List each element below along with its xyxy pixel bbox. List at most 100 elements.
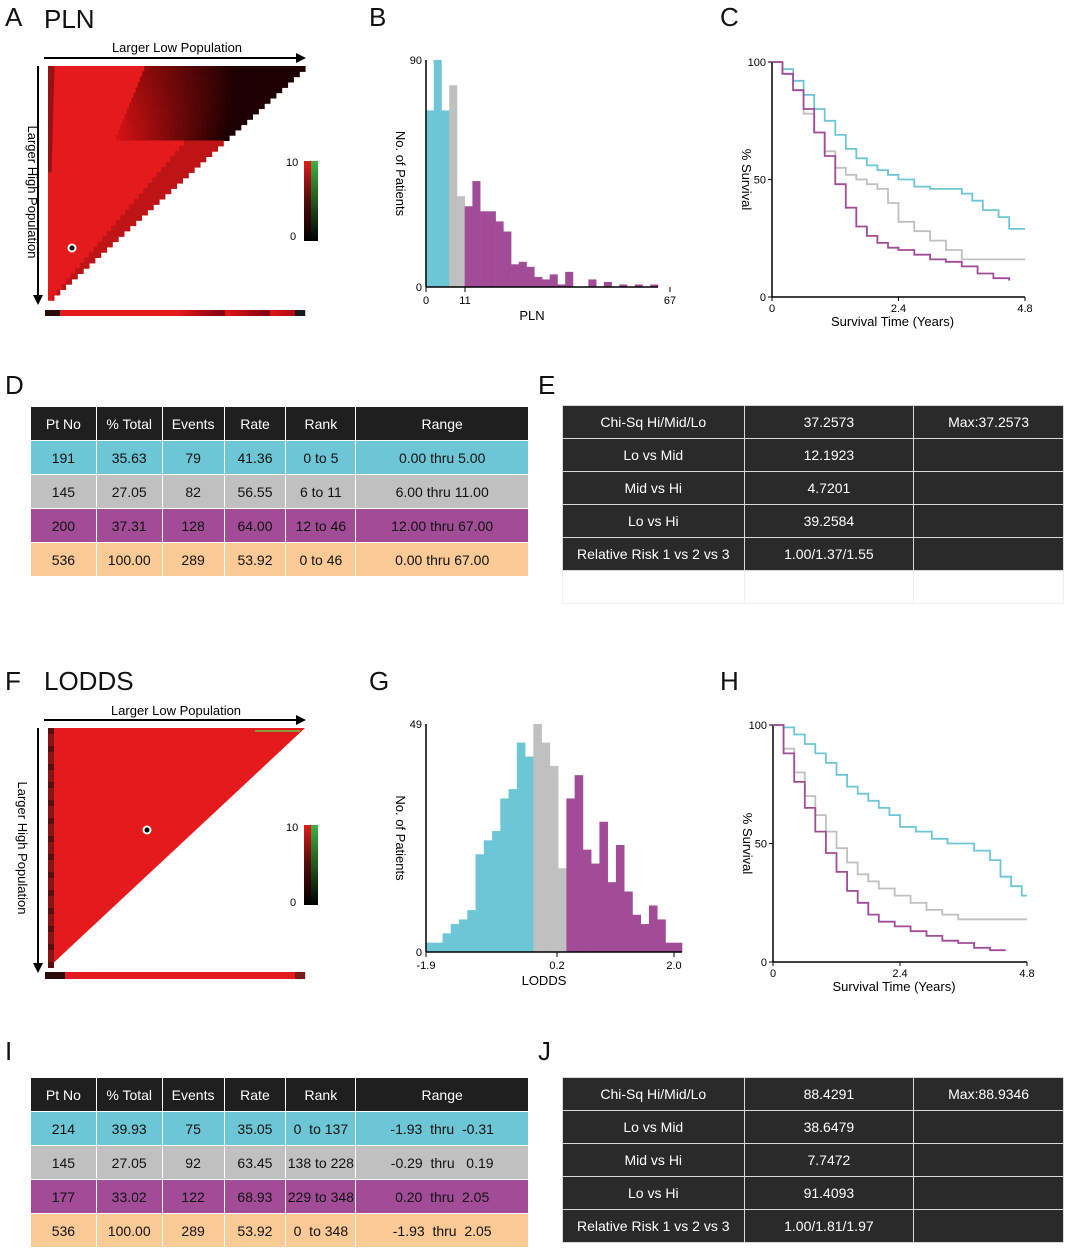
pln-heat-cell <box>55 214 58 221</box>
pln-bar <box>650 284 659 287</box>
lodds-table-cell: -1.93 thru 2.05 <box>355 1213 529 1248</box>
pln-heat-cell <box>94 188 98 195</box>
pln-heat-cell <box>94 252 96 258</box>
pln-heat-cell <box>59 252 62 258</box>
lodds-strip-cell <box>230 972 236 979</box>
pln-heat-cell <box>161 71 168 78</box>
pln-heat-cell <box>206 119 213 126</box>
pln-heat-cell <box>48 87 55 94</box>
pln-heat-cell <box>52 262 54 269</box>
pln-heat-cell <box>161 188 166 195</box>
lodds-table-row: 177 33.02 122 68.93 229 to 348 0.20 thru 2.05 <box>30 1179 529 1214</box>
pln-heat-cell <box>78 214 82 221</box>
pln-heat-cell <box>70 278 72 285</box>
pln-heat-cell <box>107 119 114 126</box>
pln-heat-cell <box>60 66 68 72</box>
pln-heat-cell <box>178 124 184 131</box>
pln-heat-cell <box>227 82 235 88</box>
pln-heat-cell <box>236 97 243 104</box>
pln-heat-cell <box>106 193 110 200</box>
pln-heat-cell <box>50 252 53 258</box>
lodds-bar <box>516 742 526 952</box>
pln-heat-cell <box>157 167 162 173</box>
pln-heat-cell <box>136 188 141 195</box>
pln-heat-cell <box>214 97 221 104</box>
pln-heat-cell <box>184 108 191 115</box>
pln-heat-cell <box>182 151 188 157</box>
pln-heat-cell <box>48 268 50 274</box>
pln-heat-cell <box>237 113 243 120</box>
lodds-heat-edge-cell <box>48 860 54 866</box>
lodds-heat-edge-cell <box>48 896 54 902</box>
pln-heat-cell <box>95 225 98 232</box>
pln-heat-cell <box>51 156 57 163</box>
pln-heat-cell <box>109 151 114 157</box>
pln-heat-cell <box>86 246 89 253</box>
pln-heat-cell <box>49 241 52 248</box>
pln-heat-cell <box>76 252 79 258</box>
pln-heat-cell <box>255 71 263 78</box>
pln-heat-cell <box>143 135 149 141</box>
pln-heat-cell <box>99 92 106 99</box>
pln-heat-cell <box>104 220 108 227</box>
pln-table-cell: 35.63 <box>95 440 163 475</box>
pln-heat-cell <box>86 66 94 72</box>
pln-side-label: Larger High Population <box>25 126 40 259</box>
pln-heat-cell <box>164 188 169 195</box>
pln-heat-cell <box>64 97 71 104</box>
pln-heat-cell <box>91 177 96 184</box>
pln-heat-cell <box>167 188 172 195</box>
pln-heat-cell <box>93 225 96 232</box>
pln-bar <box>487 211 496 287</box>
pln-heat-cell <box>76 273 78 280</box>
pln-heat-cell <box>55 262 57 269</box>
pln-heat-cell <box>158 124 165 131</box>
pln-heat-cell <box>270 92 277 99</box>
pln-heat-cell <box>58 236 61 243</box>
pln-heat-cell <box>54 220 58 227</box>
pln-heat-cell <box>275 82 283 88</box>
pln-heat-cell <box>55 257 57 264</box>
pln-heat-cell <box>55 246 58 253</box>
pln-heat-cell <box>75 246 78 253</box>
pln-heat-cell <box>137 204 141 211</box>
pln-heat-cell <box>258 87 265 94</box>
pln-heat-cell <box>101 214 105 221</box>
pln-heat-cell <box>107 156 112 163</box>
pln-heat-cell <box>209 82 217 88</box>
pln-heat-cell <box>81 188 86 195</box>
lodds-side-label: Larger High Population <box>15 782 30 915</box>
pln-heat-cell <box>102 209 106 216</box>
pln-heat-cell <box>62 124 68 131</box>
pln-heat-cell <box>74 161 79 168</box>
pln-heat-cell <box>201 156 207 163</box>
pln-heat-cell <box>78 262 81 269</box>
lodds-strip-cell <box>150 972 156 979</box>
pln-heat-cell <box>62 257 64 264</box>
pln-heat-cell <box>57 273 59 280</box>
pln-survival-curve-lo <box>772 61 1025 230</box>
pln-heat-cell <box>176 66 184 72</box>
pln-heat-cell <box>134 124 141 131</box>
pln-heat-cell <box>180 161 186 168</box>
pln-heat-cell <box>87 220 91 227</box>
pln-heat-cell <box>113 129 119 136</box>
pln-heat-cell <box>114 113 121 120</box>
pln-heat-cell <box>62 268 64 274</box>
pln-heat-cell <box>221 66 229 72</box>
pln-heat-cell <box>161 92 169 99</box>
lodds-heat-edge-cell <box>48 728 54 734</box>
pln-heat-cell <box>174 156 179 163</box>
pln-table-row: 145 27.05 82 56.55 6 to 11 6.00 thru 11.00 <box>30 474 529 509</box>
pln-heat-cell <box>125 199 130 205</box>
pln-heat-cell <box>80 129 86 136</box>
pln-heat-cell <box>77 209 81 216</box>
pln-heat-cell <box>150 167 155 173</box>
pln-heat-cell <box>205 108 212 115</box>
pln-heat-cell <box>65 273 67 280</box>
pln-heat-cell <box>56 140 62 147</box>
pln-heat-cell <box>77 145 83 152</box>
pln-heat-cell <box>260 66 267 72</box>
pln-heat-cell <box>177 161 182 168</box>
pln-heat-cell <box>75 268 77 274</box>
